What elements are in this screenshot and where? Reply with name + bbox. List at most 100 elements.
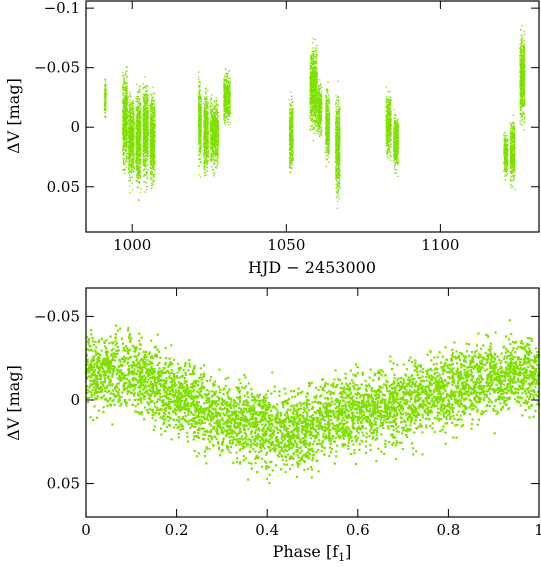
time-series-point — [213, 100, 216, 102]
time-series-point — [104, 87, 106, 90]
time-series-point — [139, 151, 141, 153]
time-series-point — [210, 101, 212, 104]
time-series-point — [211, 94, 213, 96]
time-series-point — [144, 138, 147, 140]
time-series-point — [133, 133, 135, 136]
time-series-point — [139, 172, 141, 174]
time-series-point — [153, 154, 155, 156]
time-series-point — [200, 115, 202, 118]
time-series-point — [125, 119, 128, 121]
time-series-point — [124, 110, 126, 112]
time-series-point — [131, 143, 133, 145]
time-series-point — [153, 103, 155, 105]
time-series-point — [131, 117, 134, 119]
time-series-point — [152, 146, 154, 148]
time-series-point — [137, 167, 139, 169]
time-series-point — [126, 75, 128, 77]
time-series-point — [132, 124, 134, 126]
time-series-point — [128, 122, 130, 125]
time-series-point — [151, 184, 153, 186]
time-series-point — [210, 112, 212, 114]
time-series-point — [145, 114, 148, 116]
time-series-point — [139, 133, 142, 135]
time-series-point — [122, 135, 125, 138]
time-series-point — [146, 108, 148, 110]
time-series-point — [143, 109, 146, 111]
time-series-point — [137, 144, 139, 147]
time-series-point — [137, 175, 139, 177]
time-series-point — [146, 85, 148, 87]
time-series-point — [150, 155, 153, 157]
time-series-point — [129, 151, 131, 154]
time-series-point — [124, 98, 126, 100]
time-series-point — [147, 132, 149, 134]
time-series-point — [137, 199, 140, 201]
time-series-point — [138, 125, 140, 127]
time-series-point — [128, 162, 130, 164]
time-series-point — [147, 85, 149, 87]
time-series-point — [136, 145, 139, 147]
time-series-point — [105, 89, 107, 92]
time-series-point — [210, 147, 212, 149]
time-series-point — [211, 160, 213, 162]
time-series-point — [131, 102, 133, 104]
time-series-point — [129, 120, 132, 122]
time-series-point — [128, 160, 130, 162]
time-series-point — [126, 123, 128, 125]
time-series-point — [229, 87, 231, 89]
time-series-point — [151, 130, 153, 132]
time-series-point — [128, 172, 130, 174]
time-series-point — [151, 134, 153, 136]
time-series-point — [153, 174, 155, 176]
time-series-point — [122, 116, 124, 118]
time-series-point — [206, 160, 208, 163]
time-series-point — [138, 140, 140, 143]
time-series-point — [139, 143, 142, 145]
time-series-point — [140, 102, 142, 104]
time-series-point — [137, 155, 139, 157]
time-series-point — [144, 106, 146, 108]
time-series-point — [123, 80, 125, 82]
time-series-point — [143, 169, 145, 172]
time-series-point — [215, 130, 217, 132]
time-series-point — [126, 156, 128, 159]
time-series-point — [128, 131, 130, 133]
time-series-point — [138, 118, 140, 120]
time-series-point — [147, 141, 149, 143]
time-series-point — [133, 127, 135, 129]
time-series-point — [149, 142, 152, 144]
time-series-point — [129, 132, 131, 134]
time-series-point — [150, 105, 152, 107]
time-series-point — [130, 134, 133, 136]
time-series-point — [150, 102, 152, 104]
time-series-point — [204, 104, 207, 107]
time-series-point — [205, 152, 207, 155]
time-series-point — [146, 143, 148, 145]
time-series-point — [151, 171, 153, 173]
time-series-point — [151, 129, 153, 131]
time-series-point — [146, 137, 148, 139]
time-series-point — [105, 88, 107, 90]
time-series-point — [126, 94, 128, 96]
time-series-point — [152, 122, 154, 125]
time-series-point — [125, 148, 127, 150]
time-series-point — [143, 105, 146, 107]
time-series-point — [139, 149, 141, 152]
time-series-point — [128, 104, 130, 106]
time-series-point — [128, 158, 130, 160]
time-series-point — [139, 105, 142, 107]
time-series-point — [133, 145, 135, 147]
time-series-point — [133, 167, 135, 169]
time-series-point — [123, 172, 125, 175]
time-series-point — [105, 97, 107, 99]
time-series-point — [200, 108, 202, 110]
time-series-point — [132, 121, 134, 123]
time-series-point — [216, 108, 218, 110]
time-series-point — [128, 139, 130, 141]
time-series-point — [200, 134, 202, 136]
time-series-point — [129, 174, 131, 176]
time-series-point — [150, 109, 152, 111]
time-series-point — [139, 88, 141, 90]
time-series-point — [140, 152, 142, 154]
time-series-point — [131, 182, 133, 185]
